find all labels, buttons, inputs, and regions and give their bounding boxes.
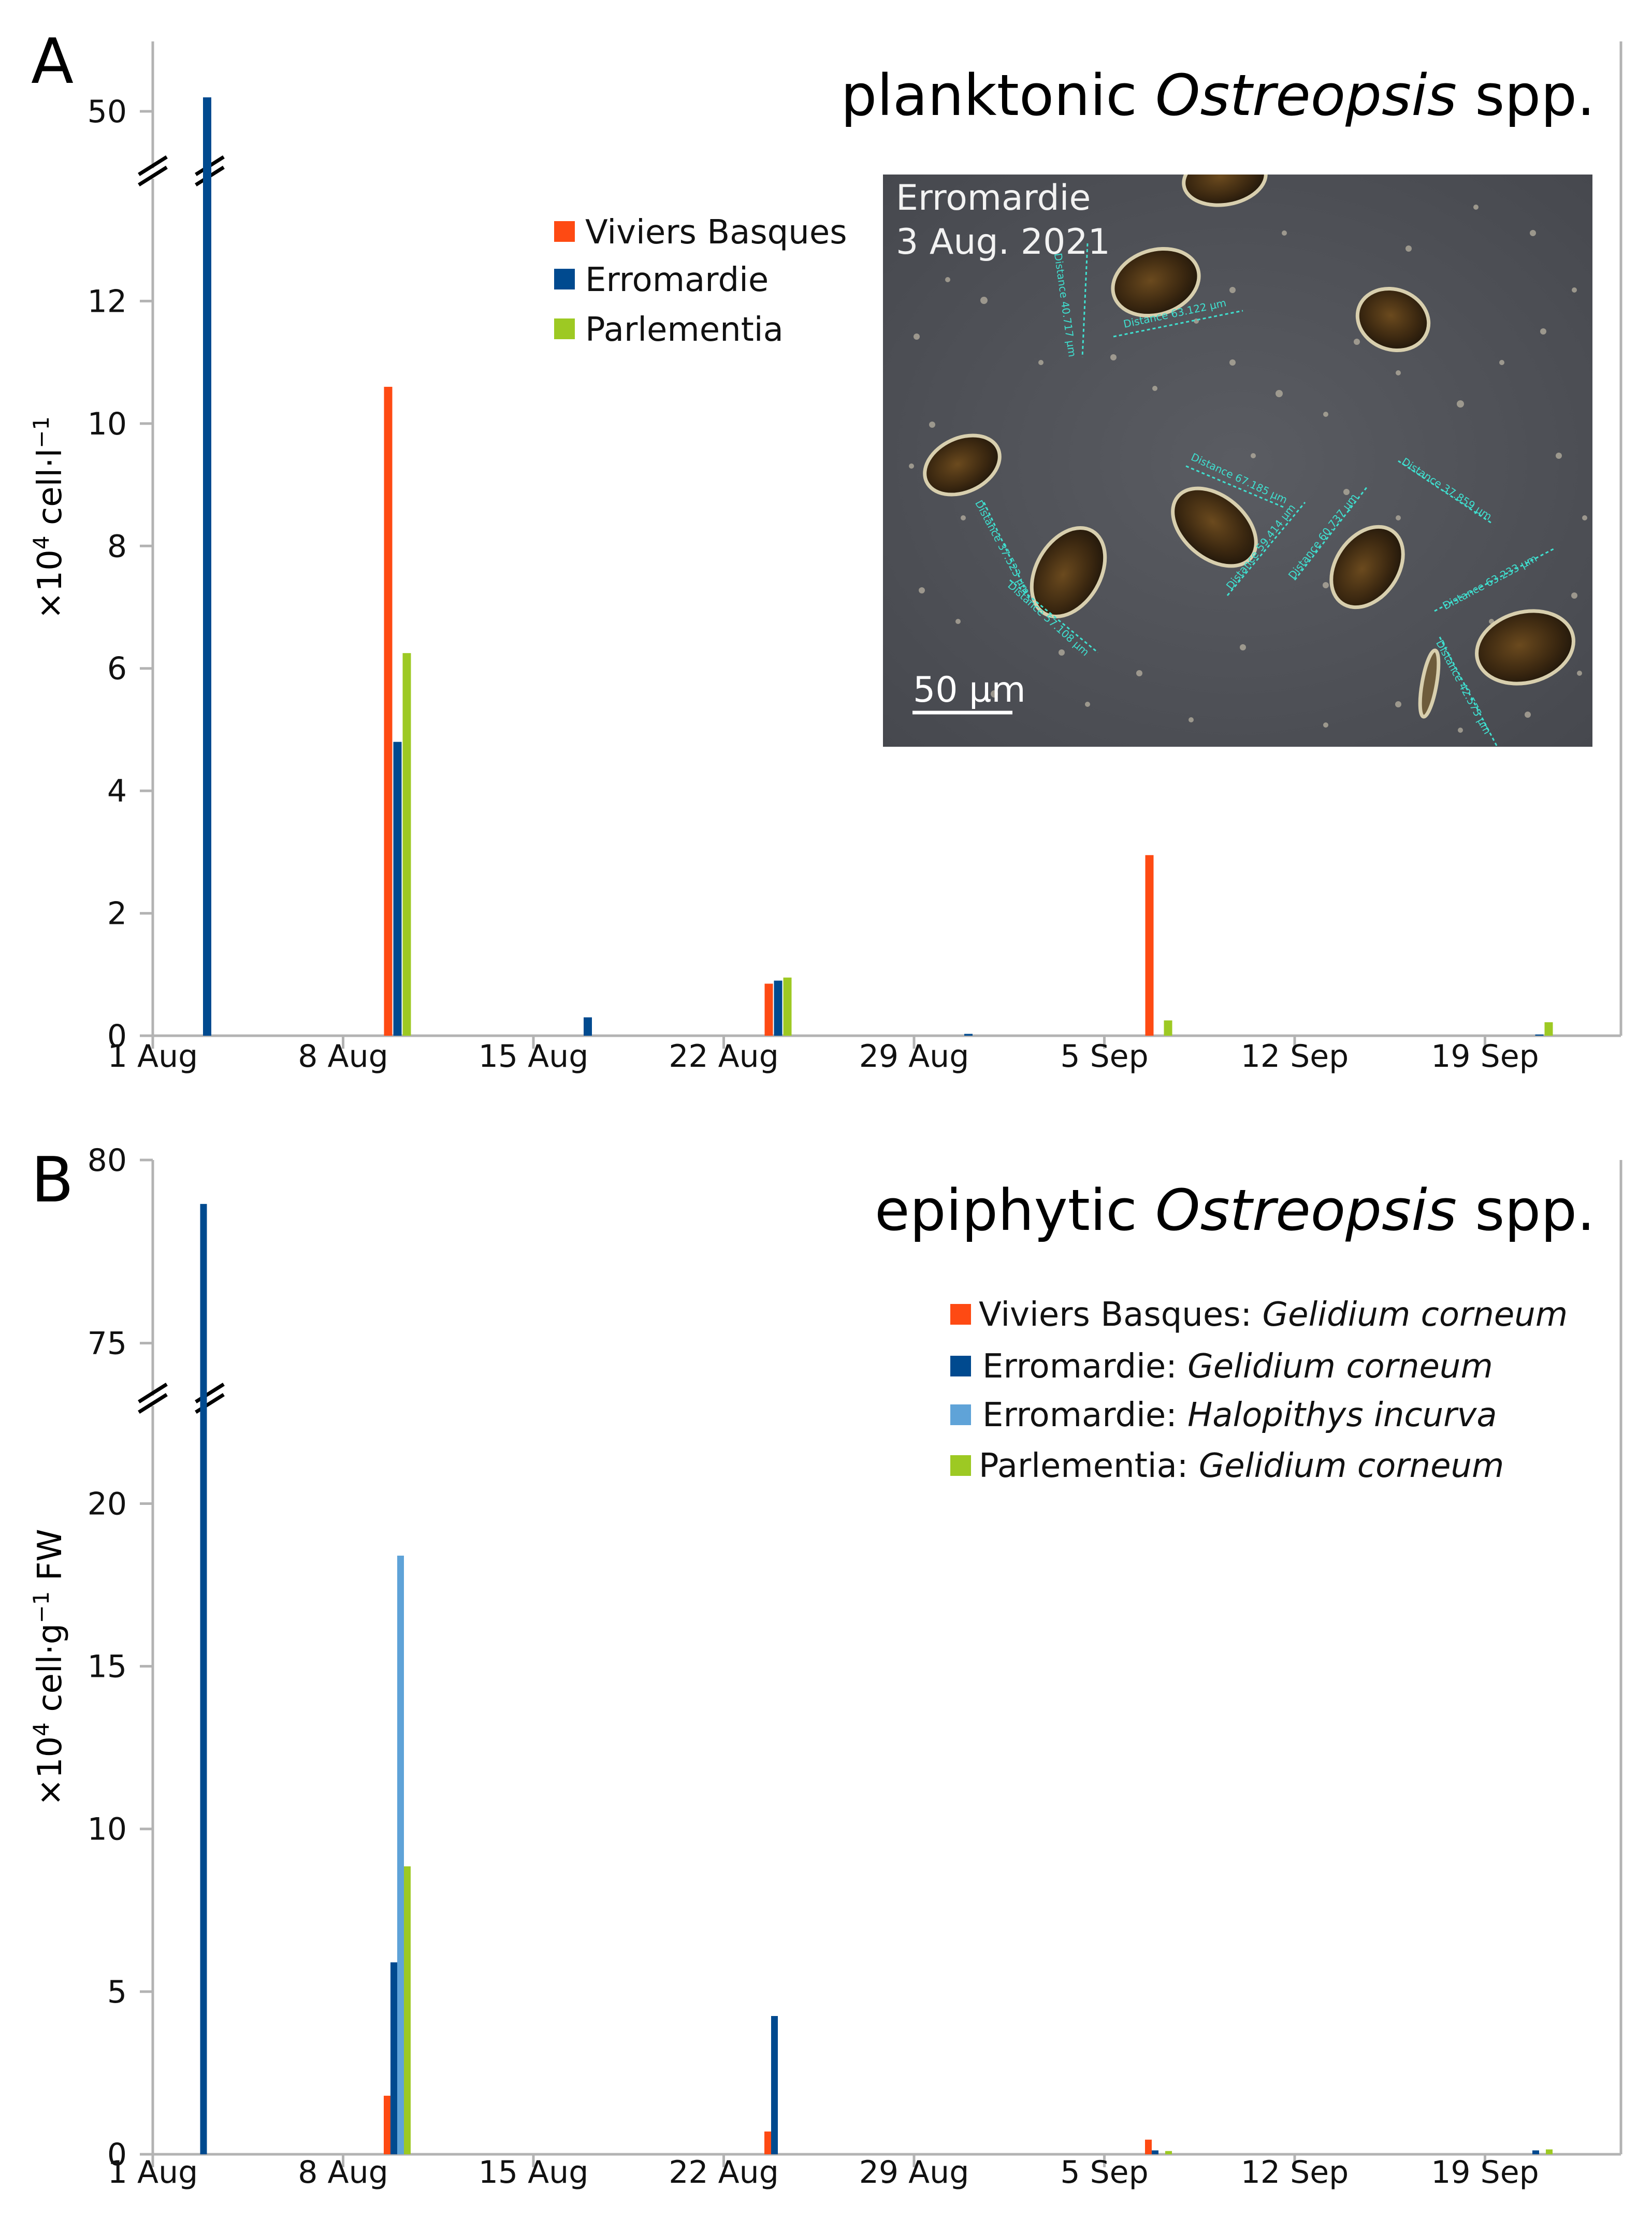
legend-label-erromardie: Erromardie xyxy=(585,261,769,299)
x-tick-label: 12 Sep xyxy=(1241,2154,1349,2191)
y-tick-label: 0 xyxy=(107,1018,127,1054)
panel-a-y-axis-label: ×104 cell·l−1 xyxy=(28,416,70,619)
x-tick-label: 8 Aug xyxy=(298,1038,388,1075)
bar-parlementia-day-37 xyxy=(1164,1020,1172,1036)
scale-bar-label: 50 µm xyxy=(913,670,1026,711)
panel-b-label: B xyxy=(31,1144,74,1216)
legend-label-erromardie-gelidium: Erromardie: Gelidium corneum xyxy=(982,1347,1493,1386)
bar-erromardie-day-16 xyxy=(584,1017,592,1036)
x-tick-label: 5 Sep xyxy=(1060,1038,1148,1075)
panel-a: A 0 2 4 6 8 10 12 50 1 Aug 8 Aug 15 Aug 22 Aug 29 A… xyxy=(28,26,1622,1075)
measurement-lines xyxy=(983,243,1554,746)
y-tick-label: 6 xyxy=(107,651,127,687)
panel-b-title: epiphytic Ostreopsis spp. xyxy=(875,1177,1595,1243)
legend-label-viviers-gelidium: Viviers Basques: Gelidium corneum xyxy=(979,1296,1568,1334)
x-tick-label: 8 Aug xyxy=(298,2154,388,2191)
bar-viviers-day-37 xyxy=(1145,855,1154,1036)
y-tick-label: 80 xyxy=(88,1142,127,1179)
x-tick-label: 15 Aug xyxy=(479,1038,589,1075)
bar-erromardie-day-51 xyxy=(1535,1034,1544,1036)
legend-swatch-erromardie-gelidium xyxy=(950,1356,971,1376)
x-tick-label: 19 Sep xyxy=(1431,2154,1539,2191)
y-tick-label: 12 xyxy=(88,283,127,320)
panel-a-title: planktonic Ostreopsis spp. xyxy=(841,62,1596,128)
x-tick-label: 1 Aug xyxy=(108,2154,198,2191)
panel-b-x-ticks: 1 Aug 8 Aug 15 Aug 22 Aug 29 Aug 5 Sep 12 Sep 1… xyxy=(108,2154,1539,2191)
bar-erromardie-day-51 xyxy=(1532,2150,1539,2154)
y-tick-label: 4 xyxy=(107,773,127,809)
ostreopsis-cells xyxy=(923,175,1575,719)
panel-b: B 0 5 10 15 20 75 80 1 Aug 8 Aug 15 Aug 22 Aug 29 … xyxy=(28,1142,1622,2191)
y-tick-label: 0 xyxy=(107,2137,127,2173)
bar-parlementia-day-51 xyxy=(1544,1022,1553,1036)
panel-b-y-axis-label: ×104 cell·g−1 FW xyxy=(28,1529,70,1806)
bar-parlementia-day-23 xyxy=(783,977,792,1036)
panel-a-x-ticks: 1 Aug 8 Aug 15 Aug 22 Aug 29 Aug 5 Sep 12 Sep 1… xyxy=(108,1036,1539,1075)
panel-a-bars xyxy=(203,97,1553,1036)
legend-label-erromardie-halopithys: Erromardie: Halopithys incurva xyxy=(982,1396,1497,1434)
panel-a-label: A xyxy=(31,26,74,98)
debris-particles xyxy=(909,205,1587,733)
bar-viviers-day-9 xyxy=(384,2095,390,2154)
legend-label-viviers: Viviers Basques xyxy=(585,213,847,252)
legend-swatch-parlementia xyxy=(554,318,575,339)
bar-parlementia-day-51 xyxy=(1546,2149,1553,2154)
x-tick-label: 1 Aug xyxy=(108,1038,198,1075)
panel-a-y-ticks: 0 2 4 6 8 10 12 50 xyxy=(88,94,153,1054)
y-tick-label: 20 xyxy=(88,1486,127,1522)
panel-b-legend: Viviers Basques: Gelidium corneum Erroma… xyxy=(950,1296,1568,1485)
legend-swatch-viviers xyxy=(554,221,575,242)
inset-caption-date: 3 Aug. 2021 xyxy=(896,222,1110,263)
y-tick-label: 10 xyxy=(88,1811,127,1848)
y-tick-label: 75 xyxy=(88,1326,127,1362)
x-tick-label: 19 Sep xyxy=(1431,1038,1539,1075)
y-tick-label: 15 xyxy=(88,1649,127,1685)
bar-parlementia-day-9 xyxy=(404,1866,411,2154)
legend-swatch-erromardie-halopithys xyxy=(950,1404,971,1425)
bar-viviers-day-23 xyxy=(764,2132,771,2154)
y-tick-label: 8 xyxy=(107,528,127,564)
bar-erromardie-day-2 xyxy=(200,1204,207,2154)
bar-parlementia-day-37 xyxy=(1165,2151,1172,2154)
legend-label-parlementia: Parlementia xyxy=(585,311,784,349)
bar-erromardie_halo-day-9 xyxy=(397,1556,404,2154)
x-tick-label: 5 Sep xyxy=(1060,2154,1148,2191)
bar-erromardie-day-23 xyxy=(771,2016,778,2154)
x-tick-label: 22 Aug xyxy=(669,2154,779,2191)
bar-viviers-day-37 xyxy=(1145,2139,1152,2154)
x-tick-label: 12 Sep xyxy=(1241,1038,1349,1075)
y-tick-label: 10 xyxy=(88,406,127,442)
inset-caption-site: Erromardie xyxy=(896,178,1091,219)
legend-label-parlementia-gelidium: Parlementia: Gelidium corneum xyxy=(979,1447,1504,1485)
y-tick-label: 50 xyxy=(88,94,127,130)
x-tick-label: 22 Aug xyxy=(669,1038,779,1075)
bar-erromardie-day-30 xyxy=(964,1034,973,1036)
legend-swatch-viviers-gelidium xyxy=(950,1304,971,1325)
y-tick-label: 5 xyxy=(107,1974,127,2010)
x-tick-label: 15 Aug xyxy=(479,2154,589,2191)
panel-b-bars xyxy=(200,1204,1553,2154)
bar-parlementia-day-9 xyxy=(402,653,411,1036)
x-tick-label: 29 Aug xyxy=(859,2154,969,2191)
legend-swatch-erromardie xyxy=(554,269,575,289)
legend-swatch-parlementia-gelidium xyxy=(950,1455,971,1476)
bar-erromardie-day-9 xyxy=(390,1962,397,2154)
bar-erromardie-day-37 xyxy=(1152,2150,1158,2154)
panel-b-y-ticks: 0 5 10 15 20 75 80 xyxy=(88,1142,153,2173)
bar-erromardie-day-23 xyxy=(774,980,782,1036)
y-tick-label: 2 xyxy=(107,896,127,932)
bar-viviers-day-9 xyxy=(384,386,393,1036)
x-tick-label: 29 Aug xyxy=(859,1038,969,1075)
bar-viviers-day-23 xyxy=(764,983,773,1036)
bar-erromardie-day-2 xyxy=(203,97,211,1036)
panel-a-legend: Viviers Basques Erromardie Parlementia xyxy=(554,213,847,349)
bar-erromardie-day-9 xyxy=(393,742,402,1036)
